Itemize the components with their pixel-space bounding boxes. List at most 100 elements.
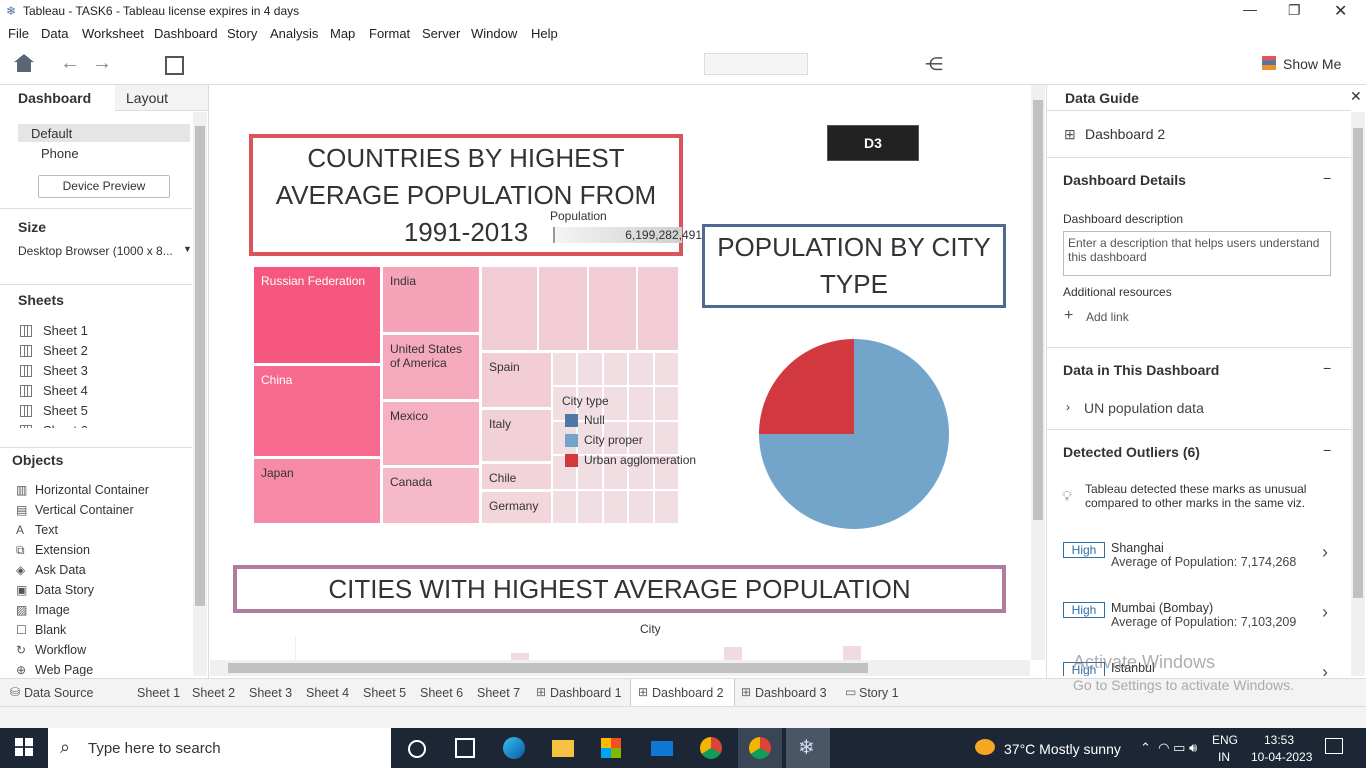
menu-item[interactable]: Analysis: [270, 26, 319, 41]
object-item[interactable]: Image: [35, 603, 70, 617]
tableau-app-bg[interactable]: [786, 728, 830, 768]
section-heading[interactable]: Dashboard Details: [1063, 172, 1186, 188]
sheet-tab[interactable]: Sheet 7: [477, 686, 521, 700]
sheet-item[interactable]: Sheet 6: [43, 423, 88, 428]
object-item[interactable]: Blank: [35, 623, 67, 637]
outlier-arrow[interactable]: ›: [1322, 602, 1328, 622]
expand-arrow[interactable]: ›: [1066, 400, 1070, 414]
collapse[interactable]: −: [1323, 360, 1332, 376]
share-button[interactable]: ⋲: [925, 54, 943, 74]
object-item[interactable]: Workflow: [35, 643, 87, 657]
outlier-name[interactable]: Shanghai: [1111, 541, 1164, 555]
menu-item[interactable]: Map: [330, 26, 356, 41]
search-placeholder[interactable]: Type here to search: [88, 740, 221, 757]
search-box[interactable]: [48, 728, 391, 768]
pie-slice[interactable]: [759, 339, 854, 434]
sheet-item[interactable]: Sheet 1: [43, 323, 88, 338]
menu-item[interactable]: Story: [227, 26, 258, 41]
section-heading[interactable]: Data in This Dashboard: [1063, 362, 1220, 378]
sheet-tab[interactable]: Dashboard 2: [652, 686, 724, 700]
sheet-tab[interactable]: Sheet 5: [363, 686, 407, 700]
menu-item[interactable]: Help: [531, 26, 558, 41]
weather[interactable]: 37°C Mostly sunny: [1004, 741, 1121, 757]
minimize[interactable]: —: [1243, 1, 1257, 17]
show-me[interactable]: Show Me: [1283, 56, 1342, 72]
tray-icons[interactable]: ⌃ ◠ ▭ 🔊︎: [1140, 740, 1198, 755]
chrome-icon[interactable]: [749, 737, 771, 759]
scroll-thumb[interactable]: [228, 663, 868, 673]
object-item[interactable]: Extension: [35, 543, 90, 557]
scroll-thumb[interactable]: [1033, 100, 1043, 520]
dropdown-arrow[interactable]: ▼: [183, 244, 192, 254]
clock-time[interactable]: 13:53: [1264, 733, 1295, 747]
scroll-thumb[interactable]: [1353, 128, 1363, 598]
task-view[interactable]: [455, 738, 475, 758]
sheet-tab[interactable]: Sheet 4: [306, 686, 350, 700]
legend-item[interactable]: Null: [584, 413, 605, 427]
menu-item[interactable]: Data: [41, 26, 69, 41]
outlier-arrow[interactable]: ›: [1322, 542, 1328, 562]
region[interactable]: IN: [1218, 750, 1230, 764]
panel-tab[interactable]: Dashboard: [18, 90, 92, 106]
sheet-item[interactable]: Sheet 3: [43, 363, 88, 378]
scroll-thumb[interactable]: [195, 126, 205, 606]
section-heading[interactable]: Detected Outliers (6): [1063, 444, 1200, 460]
restore[interactable]: ❐: [1288, 2, 1301, 18]
sheet-tab[interactable]: Sheet 2: [192, 686, 236, 700]
object-item[interactable]: Vertical Container: [35, 503, 134, 517]
menu-item[interactable]: Worksheet: [82, 26, 144, 41]
object-item[interactable]: Data Story: [35, 583, 95, 597]
device-preview-button[interactable]: Device Preview: [38, 175, 170, 198]
toolbar: [0, 44, 1366, 85]
add-link[interactable]: Add link: [1086, 310, 1129, 324]
panel-tab[interactable]: Layout: [126, 90, 169, 106]
sheet-item[interactable]: Sheet 5: [43, 403, 88, 418]
legend-item[interactable]: Urban agglomeration: [584, 453, 697, 467]
edge-icon[interactable]: [503, 737, 525, 759]
sheet-tab[interactable]: Sheet 1: [137, 686, 181, 700]
sheet-tab[interactable]: Sheet 3: [249, 686, 293, 700]
object-item[interactable]: Horizontal Container: [35, 483, 149, 497]
object-item[interactable]: Web Page: [35, 663, 94, 676]
explorer-icon[interactable]: [552, 740, 574, 757]
sheet-tab[interactable]: Data Source: [24, 686, 94, 700]
close-panel[interactable]: ✕: [1350, 88, 1362, 104]
chrome-icon[interactable]: [700, 737, 722, 759]
home-button[interactable]: [14, 54, 34, 72]
outlier-name[interactable]: Mumbai (Bombay): [1111, 601, 1214, 615]
collapse[interactable]: −: [1323, 170, 1332, 186]
sheet-item[interactable]: Sheet 4: [43, 383, 88, 398]
store-icon[interactable]: [601, 738, 621, 758]
outlier-arrow[interactable]: ›: [1322, 662, 1328, 676]
legend-item[interactable]: City proper: [584, 433, 643, 447]
object-item[interactable]: Text: [35, 523, 58, 537]
sheet-tab[interactable]: Sheet 6: [420, 686, 464, 700]
collapse[interactable]: −: [1323, 442, 1332, 458]
fit-dropdown[interactable]: [704, 53, 808, 75]
clock-date[interactable]: 10-04-2023: [1251, 750, 1313, 764]
cortana[interactable]: [408, 740, 426, 758]
notifications[interactable]: [1325, 738, 1343, 754]
menu-item[interactable]: Window: [471, 26, 518, 41]
redo-button[interactable]: →: [92, 52, 112, 74]
sheet-tab[interactable]: Dashboard 1: [550, 686, 622, 700]
outlier-name[interactable]: Istanbul: [1111, 661, 1155, 675]
device[interactable]: Phone: [41, 146, 79, 161]
data-source[interactable]: UN population data: [1084, 400, 1204, 416]
menu-item[interactable]: Dashboard: [154, 26, 218, 41]
menu-item[interactable]: Format: [369, 26, 411, 41]
save-button[interactable]: [165, 56, 184, 75]
sheet-tab[interactable]: Story 1: [859, 686, 899, 700]
sheet-tab[interactable]: Dashboard 3: [755, 686, 827, 700]
language[interactable]: ENG: [1212, 733, 1239, 747]
sheet-item[interactable]: Sheet 2: [43, 343, 88, 358]
mail-icon[interactable]: [651, 741, 673, 756]
menu-item[interactable]: File: [8, 26, 29, 41]
description-input[interactable]: Enter a description that helps users und…: [1063, 231, 1331, 276]
menu-item[interactable]: Server: [422, 26, 461, 41]
device[interactable]: Default: [31, 126, 73, 141]
size-dropdown[interactable]: Desktop Browser (1000 x 8...: [18, 244, 173, 258]
undo-button[interactable]: ←: [60, 52, 80, 74]
close[interactable]: ✕: [1334, 3, 1348, 20]
object-item[interactable]: Ask Data: [35, 563, 86, 577]
